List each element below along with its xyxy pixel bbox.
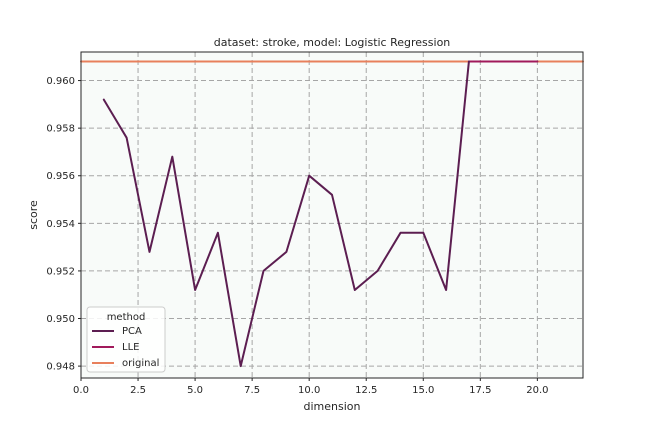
- series-layer: [80, 60, 584, 368]
- y-tick-label: 0.956: [46, 171, 75, 182]
- x-tick-label: 5.0: [187, 385, 203, 396]
- x-tick-label: 17.5: [469, 385, 491, 396]
- legend: method PCA LLE original: [86, 306, 166, 373]
- x-tick-label: 10.0: [298, 385, 320, 396]
- y-tick-label: 0.954: [46, 219, 75, 230]
- legend-label-original: original: [122, 358, 159, 369]
- y-axis-label: score: [27, 200, 40, 230]
- y-ticks: 0.948 0.950 0.952 0.954 0.956 0.958 0.960: [46, 76, 81, 373]
- y-tick-label: 0.948: [46, 362, 75, 373]
- x-tick-label: 15.0: [412, 385, 434, 396]
- x-axis-label: dimension: [304, 400, 361, 413]
- legend-box: [86, 306, 166, 373]
- x-tick-label: 0.0: [73, 385, 89, 396]
- y-tick-label: 0.958: [46, 124, 75, 135]
- legend-label-pca: PCA: [122, 326, 142, 337]
- plot-frame: [80, 51, 584, 379]
- legend-title: method: [107, 312, 146, 323]
- x-ticks: 0.0 2.5 5.0 7.5 10.0 12.5 15.0 17.5 20.0: [73, 378, 548, 396]
- x-tick-label: 12.5: [355, 385, 377, 396]
- chart-title: dataset: stroke, model: Logistic Regress…: [214, 36, 451, 49]
- x-tick-label: 7.5: [244, 385, 260, 396]
- y-tick-label: 0.952: [46, 266, 75, 277]
- legend-label-lle: LLE: [122, 342, 139, 353]
- y-tick-label: 0.960: [46, 76, 75, 87]
- x-tick-label: 2.5: [130, 385, 146, 396]
- series-line-pca: [102, 60, 470, 368]
- y-tick-label: 0.950: [46, 314, 75, 325]
- x-tick-label: 20.0: [526, 385, 548, 396]
